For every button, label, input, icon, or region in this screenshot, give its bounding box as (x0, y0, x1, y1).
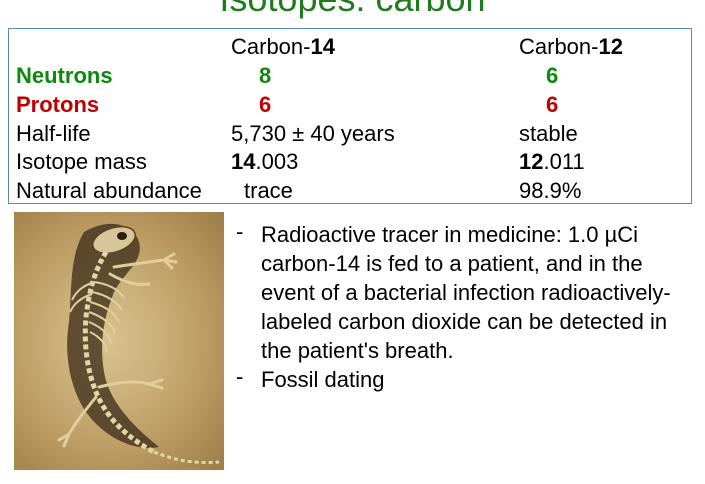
bullet-item-tracer: - Radioactive tracer in medicine: 1.0 µC… (236, 219, 696, 365)
row-label-natural-abundance: Natural abundance (16, 178, 202, 203)
mass-carbon-14: 14.003 (231, 149, 299, 174)
bullet-list: - Radioactive tracer in medicine: 1.0 µC… (236, 219, 696, 394)
isotope-table: Carbon-14 Carbon-12 Neutrons 8 6 Protons… (8, 28, 692, 204)
abundance-carbon-14: trace (244, 178, 293, 203)
neutrons-carbon-12: 6 (546, 63, 559, 88)
row-label-neutrons: Neutrons (16, 63, 113, 88)
bullet-text: Fossil dating (261, 367, 385, 392)
row-label-half-life: Half-life (16, 121, 91, 146)
bullet-item-fossil-dating: - Fossil dating (236, 364, 696, 394)
half-life-carbon-14: 5,730 ± 40 years (231, 121, 395, 146)
neutrons-carbon-14: 8 (259, 63, 272, 88)
half-life-carbon-12: stable (519, 121, 578, 146)
bullet-marker: - (236, 219, 244, 244)
row-label-protons: Protons (16, 92, 100, 117)
row-label-isotope-mass: Isotope mass (16, 149, 147, 174)
protons-carbon-12: 6 (546, 92, 559, 117)
abundance-carbon-12: 98.9% (519, 178, 582, 203)
slide-title: Isotopes: carbon (0, 0, 705, 20)
header-carbon-12: Carbon-12 (519, 34, 623, 59)
header-carbon-14: Carbon-14 (231, 34, 335, 59)
protons-carbon-14: 6 (259, 92, 272, 117)
fossil-photo (14, 212, 224, 470)
fossil-skeleton-icon (57, 223, 220, 464)
bullet-marker: - (236, 364, 244, 389)
mass-carbon-12: 12.011 (519, 149, 585, 174)
bullet-text: Radioactive tracer in medicine: 1.0 µCi … (261, 222, 671, 363)
